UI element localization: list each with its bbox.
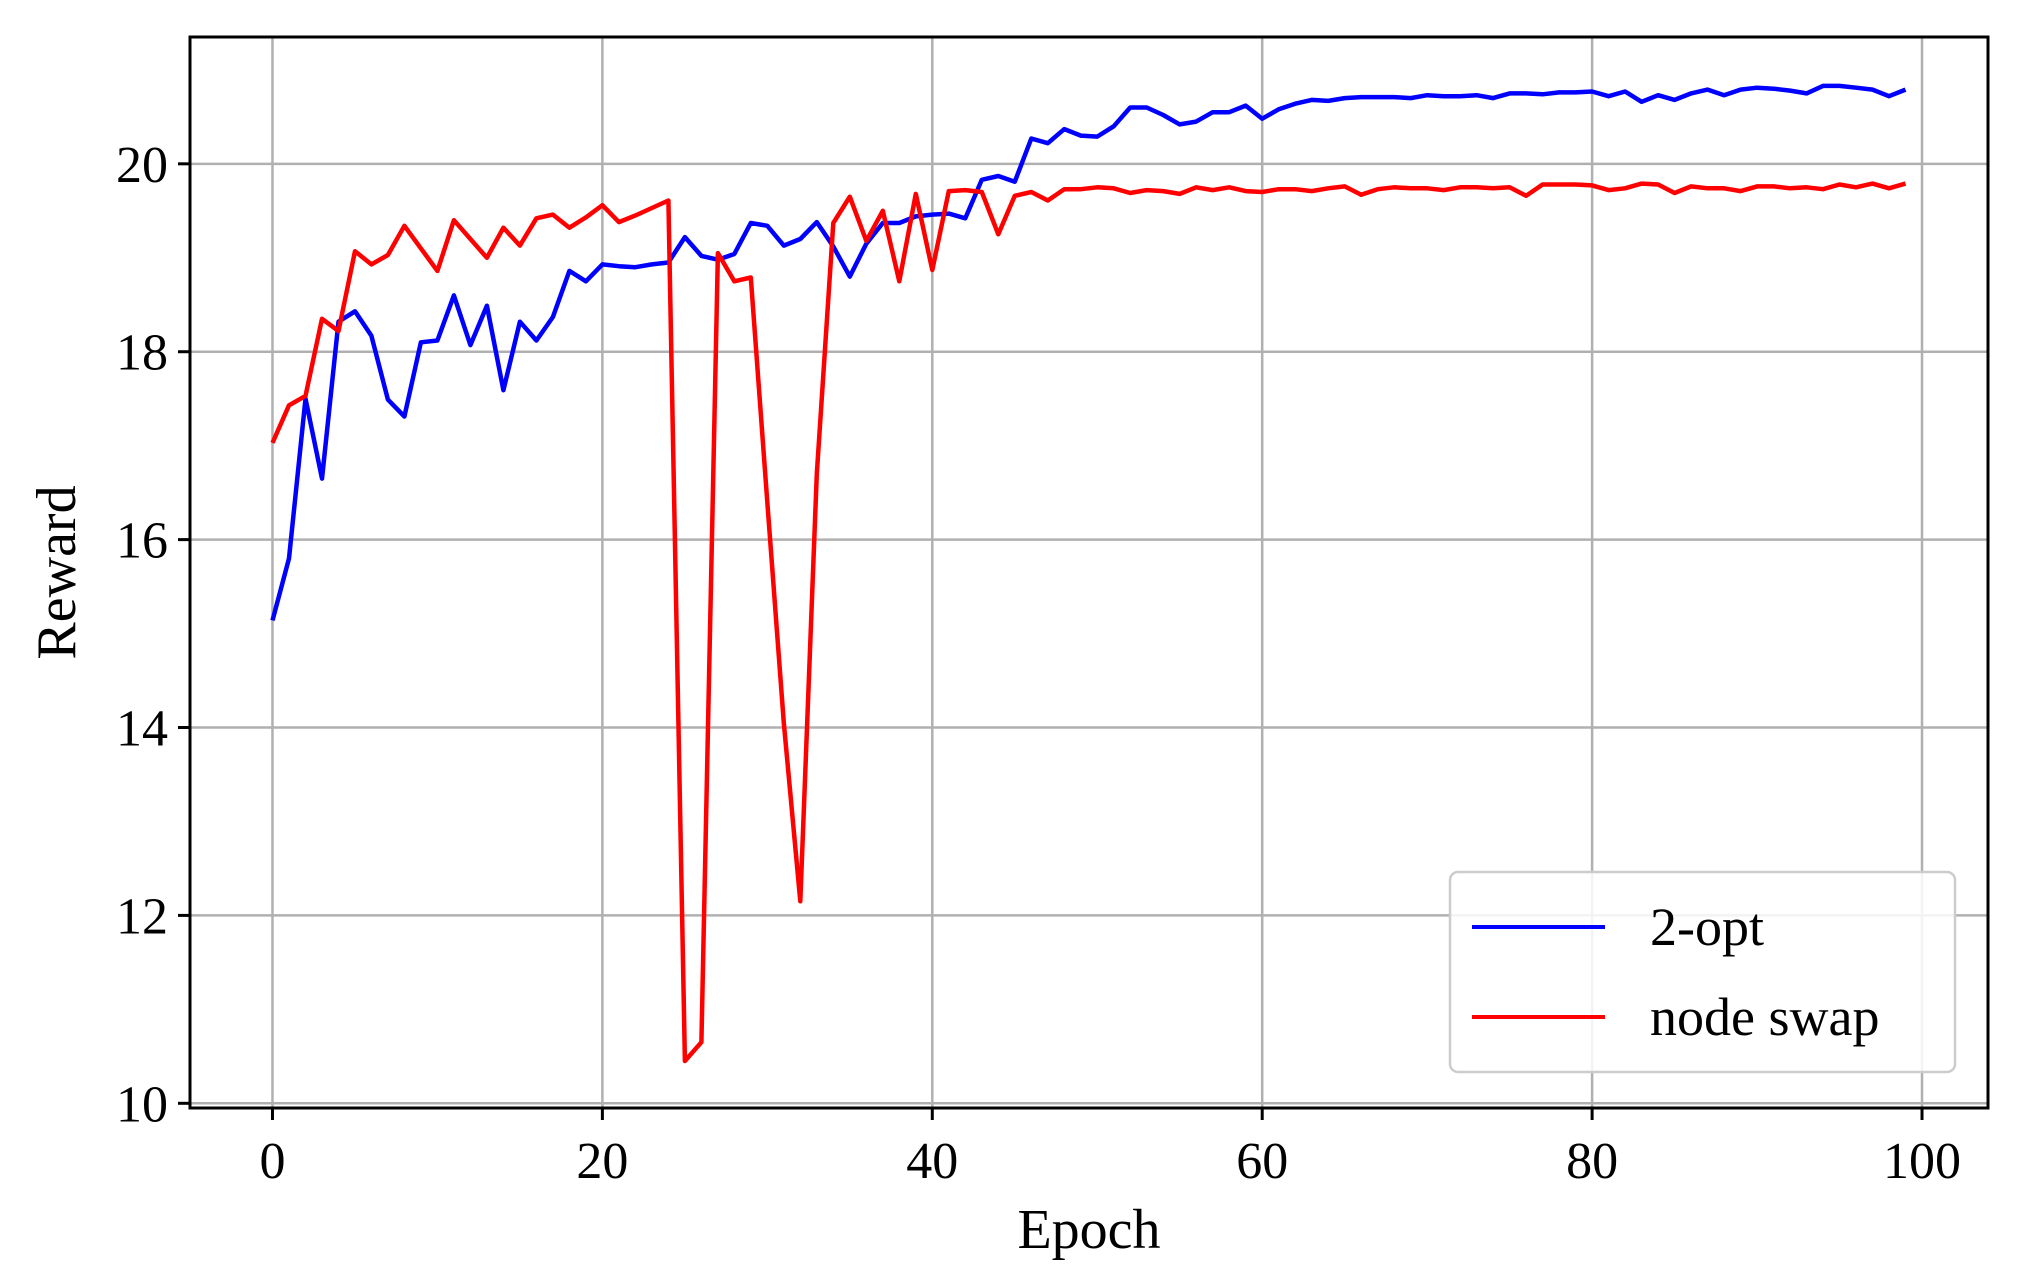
x-tick-label: 0	[259, 1133, 285, 1190]
series-line-node-swap	[270, 181, 1907, 1064]
axis-ticks: 0 20 40 60 80 100 10 12 14 16 18 20	[116, 137, 1961, 1190]
y-tick-label: 20	[116, 137, 168, 194]
x-tick-label: 40	[906, 1133, 958, 1190]
legend-label-2-opt: 2-opt	[1650, 897, 1764, 957]
plot-frame	[188, 35, 1990, 1110]
x-tick-label: 60	[1236, 1133, 1288, 1190]
x-tick-label: 20	[576, 1133, 628, 1190]
y-tick-label: 14	[116, 701, 168, 758]
y-tick-label: 16	[116, 513, 168, 570]
x-tick-label: 80	[1566, 1133, 1618, 1190]
y-axis-label: Reward	[26, 485, 88, 659]
x-tick-label: 100	[1883, 1133, 1961, 1190]
series-lines	[270, 83, 1907, 1064]
y-tick-label: 10	[116, 1076, 168, 1133]
legend-box	[1448, 870, 1957, 1074]
series-line-2-opt	[270, 83, 1907, 621]
x-axis-label: Epoch	[1017, 1199, 1160, 1261]
legend: 2-opt node swap	[1448, 870, 1957, 1074]
y-tick-label: 12	[116, 888, 168, 945]
y-tick-label: 18	[116, 325, 168, 382]
legend-label-node-swap: node swap	[1650, 987, 1879, 1047]
